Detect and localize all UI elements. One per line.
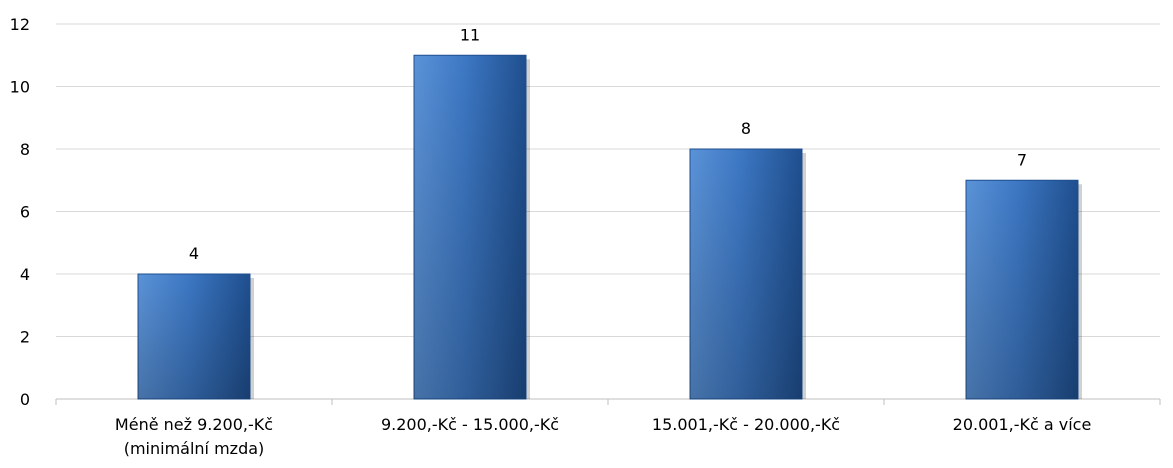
bar-shade: [690, 149, 802, 399]
data-label: 11: [460, 25, 480, 44]
bar-shade: [414, 55, 526, 399]
y-tick-label: 0: [20, 390, 30, 409]
x-category-label: 20.001,-Kč a více: [953, 415, 1092, 434]
bars: [137, 54, 1082, 400]
y-tick-label: 6: [20, 203, 30, 222]
y-tick-label: 2: [20, 328, 30, 347]
labels: 0 2 4 6 8 10 12 4 Méně než 9.200,-Kč (minimální m…: [10, 15, 1092, 458]
data-label: 8: [741, 119, 751, 138]
x-category-label: 9.200,-Kč - 15.000,-Kč: [381, 415, 559, 434]
data-label: 7: [1017, 150, 1027, 169]
x-category-label: Méně než 9.200,-Kč: [115, 415, 273, 434]
x-category-label: (minimální mzda): [124, 439, 265, 458]
data-label: 4: [189, 244, 199, 263]
y-tick-label: 10: [10, 78, 30, 97]
bar-shade: [966, 180, 1078, 399]
x-category-label: 15.001,-Kč - 20.000,-Kč: [652, 415, 840, 434]
axes: [55, 398, 1161, 405]
y-tick-label: 4: [20, 265, 30, 284]
y-tick-label: 8: [20, 140, 30, 159]
bar-shade: [138, 274, 250, 399]
y-tick-label: 12: [10, 15, 30, 34]
